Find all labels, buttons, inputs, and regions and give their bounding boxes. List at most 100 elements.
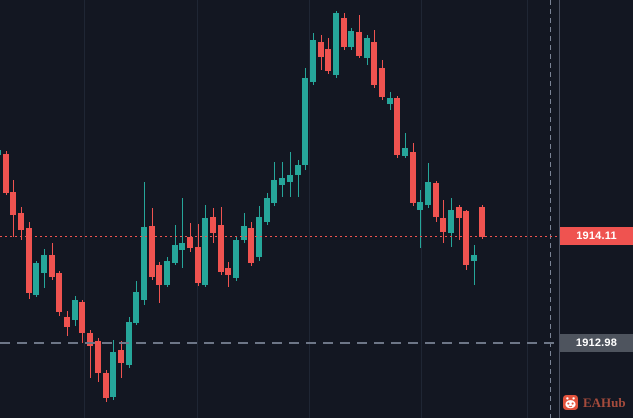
candle [95,338,101,382]
candle-body [72,300,78,320]
candle-body [318,42,324,57]
candle [318,35,324,70]
candle-body [479,207,485,237]
candle [456,205,462,240]
price-level-line [0,342,559,344]
candle-body [425,182,431,205]
candlestick-chart[interactable] [0,0,559,418]
candle-body [225,268,231,275]
candle-body [333,13,339,75]
candle-body [248,228,254,263]
candle [187,223,193,252]
candle [248,222,254,266]
candle-body [364,38,370,58]
candle-body [394,98,400,155]
candle [256,206,262,261]
candle [356,15,362,58]
candle-body [0,150,1,155]
candle [302,68,308,170]
candle-body [279,178,285,185]
candle [195,224,201,286]
candle-body [110,352,116,397]
candle [333,11,339,78]
candle [56,271,62,316]
candle-wick [458,205,460,240]
candle-body [295,165,301,175]
candle-body [402,148,408,156]
candle-body [172,245,178,263]
candle [264,193,270,225]
candle-body [202,218,208,285]
candle-body [271,180,277,203]
candle-body [448,210,454,233]
candle [310,33,316,85]
candle-body [149,226,155,277]
candle-body [10,192,16,215]
candle [64,311,70,336]
current-price-line [0,236,559,237]
candle [110,340,116,400]
candle [479,205,485,239]
candle-body [341,18,347,47]
candle [26,222,32,299]
candle-body [233,240,239,278]
candle [364,35,370,65]
candle [210,208,216,243]
candle-body [325,49,331,71]
candle-body [95,341,101,373]
candle-body [87,333,93,346]
candle-body [133,292,139,323]
current-price-tag: 1914.11 [560,227,633,245]
candle [233,237,239,281]
candle [156,262,162,303]
candle-wick [404,133,406,158]
candle-body [26,228,32,293]
candle-body [164,261,170,285]
candle-body [387,98,393,104]
candle [3,151,9,195]
candle [149,208,155,280]
candle [225,262,231,287]
grid-line [84,0,85,418]
candle-body [187,237,193,248]
candle [164,257,170,287]
candle [41,249,47,288]
candle [379,60,385,100]
candle-body [179,243,185,250]
candle-body [379,68,385,97]
candle [287,152,293,197]
candle [279,162,285,197]
candle-wick [473,245,475,285]
candle-body [256,217,262,257]
candle-body [64,317,70,327]
candle-body [33,263,39,295]
candle [410,143,416,206]
candle [141,182,147,305]
grid-line [527,0,528,418]
candle [49,243,55,280]
candle-wick [181,198,183,268]
current-price-value: 1914.11 [576,230,617,242]
candle-wick [89,330,91,378]
candle [341,13,347,50]
eahub-brand-text: EAHub [583,395,626,410]
candle [218,207,224,275]
candle [440,200,446,243]
candle-body [371,42,377,85]
candle [295,160,301,197]
candle [241,213,247,243]
price-axis[interactable]: 1914.11 1912.98 EAHub [559,0,633,418]
candle-body [18,213,24,230]
candle [417,190,423,248]
grid-line [309,0,310,418]
candle-body [49,255,55,277]
candle-body [195,247,201,283]
candle-body [156,265,162,285]
candle-body [302,78,308,165]
candle-body [463,211,469,265]
candle-body [348,31,354,47]
candle [179,198,185,268]
candle-body [103,373,109,398]
candle [387,92,393,110]
